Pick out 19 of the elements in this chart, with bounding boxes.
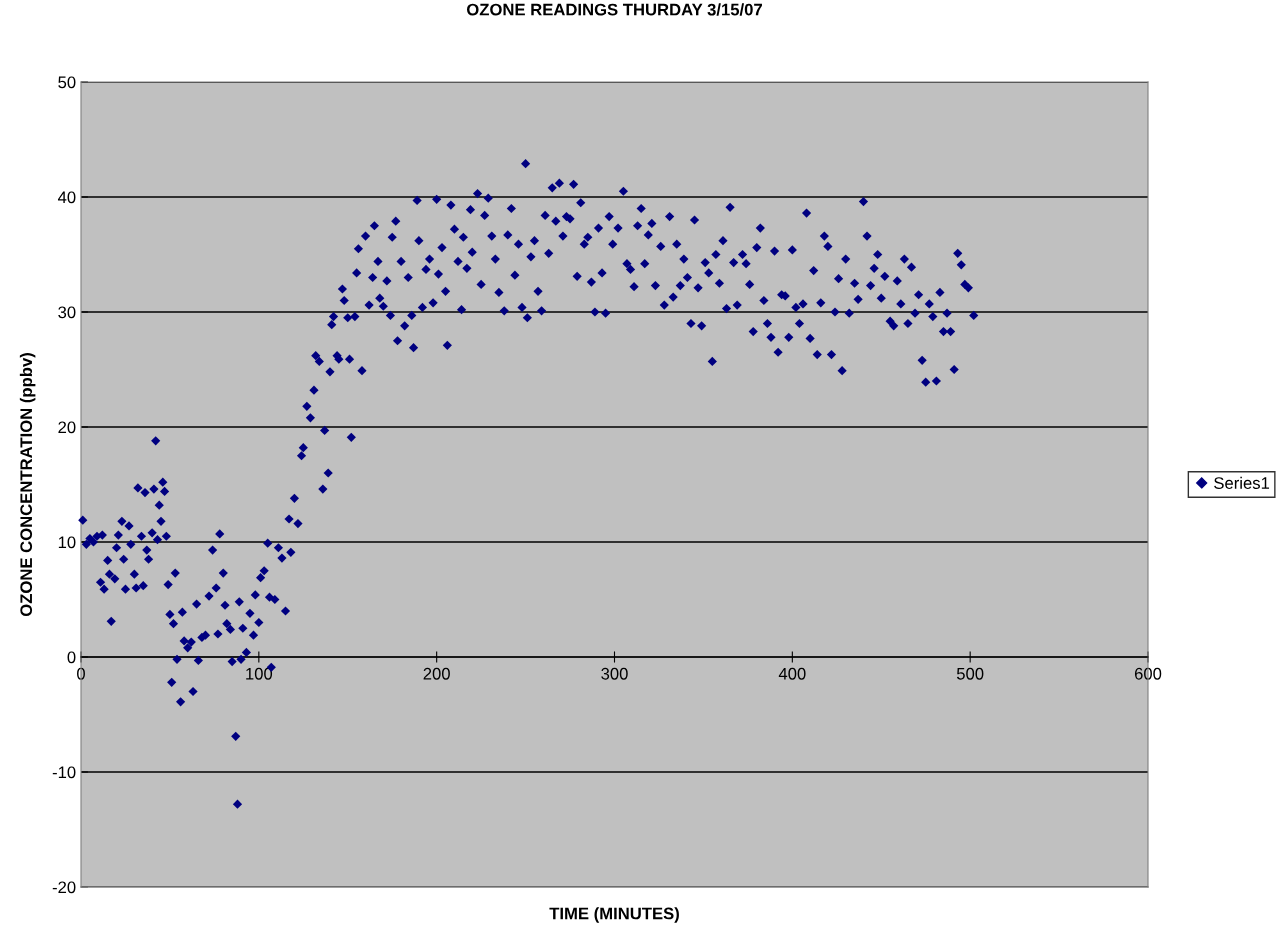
x-tick-label: 0: [77, 667, 85, 680]
x-tick-label: 100: [246, 667, 273, 680]
x-tick-label: 200: [423, 667, 450, 680]
x-tick-label: 300: [601, 667, 628, 680]
y-tick-label: 40: [57, 191, 76, 204]
x-tick-label: 500: [956, 667, 984, 680]
y-tick-label: -10: [52, 766, 76, 779]
chart-title: OZONE READINGS THURDAY 3/15/07: [466, 3, 762, 16]
y-tick-label: 50: [58, 76, 76, 89]
y-tick-label: 20: [58, 421, 76, 434]
x-tick-label: 600: [1134, 667, 1162, 680]
y-axis-title: OZONE CONCENTRATION (ppbv): [19, 353, 36, 617]
x-tick-label: 400: [778, 667, 806, 680]
y-tick-label: 0: [67, 651, 76, 664]
y-tick-label: 30: [58, 306, 76, 319]
legend-label: Series1: [1214, 476, 1270, 489]
y-tick-label: 10: [58, 536, 76, 549]
x-axis-title: TIME (MINUTES): [549, 907, 679, 923]
y-tick-label: -20: [52, 881, 76, 894]
